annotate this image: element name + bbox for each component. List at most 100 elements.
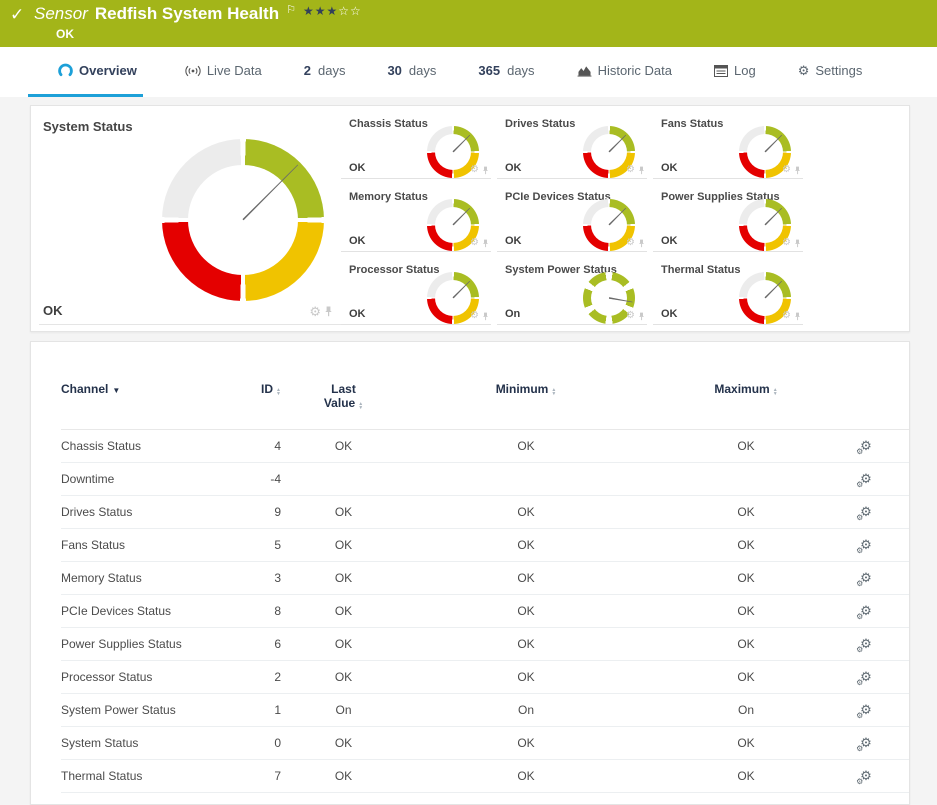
tab-overview[interactable]: Overview xyxy=(28,47,143,97)
edit-channel-icon[interactable]: ⚙ ⚙ xyxy=(856,537,872,555)
pin-icon[interactable] xyxy=(794,166,801,175)
mini-gauge xyxy=(739,272,791,324)
edit-channel-icon[interactable]: ⚙ ⚙ xyxy=(856,702,872,720)
live-data-icon xyxy=(185,65,201,77)
gauge-title: Processor Status xyxy=(349,264,440,276)
tab-label: Log xyxy=(733,63,756,78)
sensor-status-badge: OK xyxy=(56,27,74,41)
pin-icon[interactable] xyxy=(638,166,645,175)
tab-historic-data[interactable]: Historic Data xyxy=(577,47,672,97)
channel-name[interactable]: Downtime xyxy=(61,472,115,486)
pin-icon[interactable] xyxy=(482,312,489,321)
tab-settings[interactable]: ⚙ Settings xyxy=(798,47,863,97)
channel-name[interactable]: Chassis Status xyxy=(61,439,142,453)
channel-id: 7 xyxy=(274,769,281,783)
edit-channel-icon[interactable]: ⚙ ⚙ xyxy=(856,504,872,522)
panel-settings-icon[interactable]: ⚙ xyxy=(626,310,635,321)
pin-icon[interactable] xyxy=(638,312,645,321)
pin-icon[interactable] xyxy=(482,239,489,248)
edit-channel-icon[interactable]: ⚙ ⚙ xyxy=(856,570,872,588)
gauge-value: OK xyxy=(505,162,522,174)
pin-icon[interactable] xyxy=(794,312,801,321)
channel-maximum: OK xyxy=(737,538,755,552)
edit-channel-icon[interactable]: ⚙ ⚙ xyxy=(856,669,872,687)
edit-channel-icon[interactable]: ⚙ ⚙ xyxy=(856,438,872,456)
table-row[interactable]: Chassis Status 4 OK OK OK ⚙ ⚙ xyxy=(61,430,909,463)
pin-icon[interactable] xyxy=(794,239,801,248)
flag-icon[interactable]: ⚐ xyxy=(286,4,296,16)
edit-channel-icon[interactable]: ⚙ ⚙ xyxy=(856,735,872,753)
historic-chart-icon xyxy=(577,64,592,77)
channel-id: 6 xyxy=(274,637,281,651)
channel-maximum: OK xyxy=(737,736,755,750)
pin-icon[interactable] xyxy=(638,239,645,248)
mini-gauge xyxy=(427,272,479,324)
edit-channel-icon[interactable]: ⚙ ⚙ xyxy=(856,471,872,489)
panel-settings-icon[interactable]: ⚙ xyxy=(782,164,791,175)
column-header-minimum[interactable]: Minimum ▲ ▼ xyxy=(495,382,557,397)
gauge-title: Memory Status xyxy=(349,191,428,203)
channel-name[interactable]: Memory Status xyxy=(61,571,142,585)
channel-name[interactable]: System Power Status xyxy=(61,703,176,717)
gauge-needle xyxy=(452,134,472,154)
channel-name[interactable]: Drives Status xyxy=(61,505,133,519)
table-row[interactable]: Power Supplies Status 6 OK OK OK ⚙ ⚙ xyxy=(61,628,909,661)
gauge-value: OK xyxy=(349,235,366,247)
table-row[interactable]: Processor Status 2 OK OK OK ⚙ ⚙ xyxy=(61,661,909,694)
edit-channel-icon[interactable]: ⚙ ⚙ xyxy=(856,603,872,621)
tab-30-days[interactable]: 30 days xyxy=(387,47,436,97)
tab-number: 365 xyxy=(478,63,501,78)
column-header-last-value[interactable]: Last Value ▲ ▼ xyxy=(323,382,364,411)
tab-label: days xyxy=(317,63,346,78)
channel-maximum: OK xyxy=(737,571,755,585)
panel-settings-icon[interactable]: ⚙ xyxy=(470,164,479,175)
table-row[interactable]: System Power Status 1 On On On ⚙ ⚙ xyxy=(61,694,909,727)
channel-name[interactable]: System Status xyxy=(61,736,139,750)
panel-settings-icon[interactable]: ⚙ xyxy=(626,237,635,248)
column-header-channel[interactable]: Channel ▼ xyxy=(61,382,121,396)
overview-gauges-card: System Status OK ⚙ Chassis Status OK ⚙ D… xyxy=(30,105,910,332)
gauge-title: System Power Status xyxy=(505,264,617,276)
mini-panel-drives-status: Drives Status OK ⚙ xyxy=(497,106,647,179)
tab-log[interactable]: Log xyxy=(713,47,756,97)
table-row[interactable]: PCIe Devices Status 8 OK OK OK ⚙ ⚙ xyxy=(61,595,909,628)
tab-365-days[interactable]: 365 days xyxy=(478,47,534,97)
table-row[interactable]: Thermal Status 7 OK OK OK ⚙ ⚙ xyxy=(61,760,909,793)
edit-channel-icon[interactable]: ⚙ ⚙ xyxy=(856,768,872,786)
column-header-id[interactable]: ID ▲ ▼ xyxy=(261,382,281,397)
edit-channel-icon[interactable]: ⚙ ⚙ xyxy=(856,636,872,654)
channel-name[interactable]: Thermal Status xyxy=(61,769,143,783)
channel-last-value: OK xyxy=(334,637,353,651)
table-row[interactable]: Downtime -4 ⚙ ⚙ xyxy=(61,463,909,496)
panel-settings-icon[interactable]: ⚙ xyxy=(470,237,479,248)
channel-name[interactable]: Power Supplies Status xyxy=(61,637,182,651)
mini-gauge-grid: Chassis Status OK ⚙ Drives Status OK ⚙ F… xyxy=(341,106,803,333)
gauge-needle xyxy=(764,207,784,227)
panel-settings-icon[interactable]: ⚙ xyxy=(470,310,479,321)
table-row[interactable]: Drives Status 9 OK OK OK ⚙ ⚙ xyxy=(61,496,909,529)
table-row[interactable]: Fans Status 5 OK OK OK ⚙ ⚙ xyxy=(61,529,909,562)
object-kind-label: Sensor xyxy=(34,4,88,23)
tab-live-data[interactable]: Live Data xyxy=(185,47,262,97)
channel-name[interactable]: PCIe Devices Status xyxy=(61,604,172,618)
priority-stars[interactable]: ★★★☆☆ xyxy=(302,4,362,18)
table-row[interactable]: Memory Status 3 OK OK OK ⚙ ⚙ xyxy=(61,562,909,595)
channel-last-value: OK xyxy=(334,505,353,519)
table-row[interactable]: System Status 0 OK OK OK ⚙ ⚙ xyxy=(61,727,909,760)
column-header-maximum[interactable]: Maximum ▲ ▼ xyxy=(714,382,778,397)
sort-icon: ▲ ▼ xyxy=(772,387,778,397)
gear-icon: ⚙ xyxy=(797,63,810,78)
channel-name[interactable]: Fans Status xyxy=(61,538,126,552)
channel-last-value: OK xyxy=(334,769,353,783)
tab-2-days[interactable]: 2 days xyxy=(304,47,346,97)
pin-icon[interactable] xyxy=(324,306,333,317)
panel-settings-icon[interactable]: ⚙ xyxy=(782,237,791,248)
panel-settings-icon[interactable]: ⚙ xyxy=(782,310,791,321)
sort-icon: ▲ ▼ xyxy=(358,401,364,411)
panel-settings-icon[interactable]: ⚙ xyxy=(309,304,321,319)
panel-settings-icon[interactable]: ⚙ xyxy=(626,164,635,175)
pin-icon[interactable] xyxy=(482,166,489,175)
channel-last-value: On xyxy=(335,703,352,717)
gauge-value: OK xyxy=(661,308,678,320)
channel-name[interactable]: Processor Status xyxy=(61,670,153,684)
